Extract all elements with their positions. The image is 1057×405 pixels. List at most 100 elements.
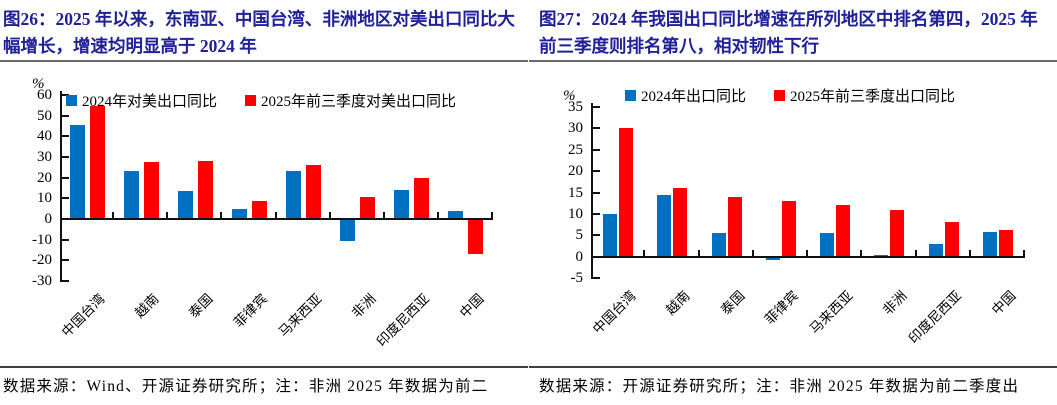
legend-item-2024: 2024年对美出口同比 [66, 90, 217, 111]
x-axis-category-label: 印度尼西亚 [905, 288, 965, 347]
x-axis-category-label: 泰国 [186, 291, 216, 321]
bar-series-2024 [765, 257, 780, 260]
y-axis-tick [593, 234, 600, 237]
x-axis-tick [643, 249, 646, 257]
x-axis-tick [112, 212, 115, 219]
y-axis-tick [62, 197, 69, 200]
figure-26-title: 图26：2025 年以来，东南亚、中国台湾、非洲地区对美出口同比大幅增长，增速均… [0, 0, 528, 62]
y-axis-tick [593, 191, 600, 194]
y-axis-tick-label: 50 [37, 107, 52, 124]
x-axis-category-label: 非洲 [880, 288, 910, 318]
bar-series-2024 [177, 191, 193, 219]
legend-item-label: 2024年出口同比 [641, 89, 747, 105]
y-axis-tick-label: 10 [37, 190, 52, 207]
x-axis-category-label: 菲律宾 [762, 288, 802, 328]
bar-series-2025 [727, 196, 742, 257]
bar-series-2025 [944, 222, 959, 257]
bar-series-2025 [673, 188, 688, 257]
x-axis-tick [751, 249, 754, 257]
legend-item-label: 2025年前三季度对美出口同比 [261, 94, 457, 110]
y-axis-tick [62, 280, 69, 282]
x-axis-tick [328, 212, 331, 219]
y-axis-tick-label: 60 [37, 87, 52, 103]
legend-swatch-icon [774, 90, 786, 101]
bar-series-2024 [820, 233, 835, 257]
bar-series-2024 [711, 233, 726, 257]
x-axis-category-label: 中国台湾 [589, 288, 639, 337]
x-axis-tick [806, 249, 808, 257]
y-axis-line [591, 103, 593, 279]
x-axis-category-label: 马来西亚 [275, 291, 325, 340]
x-axis-category-label: 越南 [663, 288, 693, 318]
x-axis-tick [914, 249, 917, 257]
x-axis-tick [166, 212, 169, 219]
bar-series-2025 [468, 220, 484, 255]
bar-series-2025 [306, 165, 322, 219]
figure-26-source-note: 数据来源：Wind、开源证券研究所；注：非洲 2025 年数据为前二 [0, 366, 528, 396]
bar-series-2024 [928, 243, 943, 257]
x-axis-tick [860, 249, 863, 257]
x-axis-category-label: 非洲 [348, 291, 379, 321]
x-axis-tick [220, 212, 223, 219]
y-axis-tick-label: 30 [568, 120, 583, 137]
legend-item-2024: 2024年出口同比 [625, 85, 746, 106]
y-axis-tick-label: 15 [568, 184, 583, 201]
y-axis-tick [593, 277, 600, 279]
bar-series-2025 [781, 201, 796, 257]
panel-figure-26: 图26：2025 年以来，东南亚、中国台湾、非洲地区对美出口同比大幅增长，增速均… [0, 0, 528, 405]
y-axis-tick [593, 212, 600, 215]
bar-series-2024 [657, 194, 672, 257]
legend-item-2025: 2025年前三季度出口同比 [774, 85, 955, 106]
y-axis-tick-label: 25 [568, 141, 583, 158]
x-axis-category-label: 越南 [132, 291, 162, 321]
legend-item-label: 2024年对美出口同比 [82, 94, 218, 110]
bar-series-2025 [197, 161, 213, 219]
legend-item-label: 2025年前三季度出口同比 [790, 89, 956, 105]
legend-item-2025: 2025年前三季度对美出口同比 [245, 90, 456, 111]
y-axis-tick-label: 20 [37, 169, 52, 186]
y-axis-tick [593, 148, 600, 151]
x-axis-line [591, 255, 1025, 258]
bar-series-2024 [448, 210, 464, 219]
bar-series-2024 [231, 208, 247, 219]
y-axis-tick [593, 127, 600, 130]
bar-series-2025 [89, 106, 105, 219]
bar-series-2024 [982, 231, 997, 257]
y-axis-tick [593, 170, 600, 173]
y-axis-tick-label: 0 [44, 211, 53, 227]
y-axis-tick-label: -10 [32, 231, 52, 248]
bar-series-2025 [414, 177, 430, 219]
bar-series-2024 [286, 171, 302, 219]
chart-legend: 2024年出口同比 2025年前三季度出口同比 [625, 85, 955, 106]
y-axis-tick [62, 156, 69, 158]
y-axis-tick-label: 35 [568, 99, 583, 115]
bar-series-2024 [394, 190, 410, 219]
bar-series-2024 [69, 124, 85, 219]
y-axis-tick [62, 135, 69, 138]
bar-series-2025 [836, 205, 851, 257]
y-axis-tick [62, 94, 69, 96]
figure-27-chart: -5 0 5 10 15 20 25 30 35% 中国台湾 越南 泰国 菲律宾 马来西亚 非洲 印度尼西亚中… [529, 78, 1057, 366]
y-axis-tick-label: 5 [575, 227, 584, 244]
bar-series-2025 [251, 201, 267, 219]
y-axis-tick-label: -5 [570, 270, 584, 286]
y-axis-tick-label: 30 [37, 149, 52, 165]
x-axis-category-label: 印度尼西亚 [374, 291, 433, 350]
legend-swatch-icon [66, 95, 77, 106]
legend-swatch-icon [245, 95, 257, 106]
bar-series-2024 [123, 171, 139, 219]
y-axis-tick-label: 0 [575, 248, 584, 265]
x-axis-category-label: 马来西亚 [806, 288, 856, 337]
y-axis-unit-label: % [32, 76, 45, 92]
bar-series-2024 [340, 220, 356, 241]
bar-series-2025 [619, 128, 634, 257]
x-axis-tick [1023, 249, 1025, 257]
x-axis-tick [436, 212, 439, 219]
y-axis-tick [593, 106, 600, 108]
bar-series-2025 [360, 197, 376, 219]
y-axis-tick [62, 259, 69, 262]
y-axis-tick-label: 40 [37, 128, 52, 145]
figure-26-chart: -30 -20 -10 0 10 20 30 40 50 60% 中国台湾 越南 泰国 菲律宾 马来西亚 非洲… [0, 76, 528, 366]
chart-legend: 2024年对美出口同比 2025年前三季度对美出口同比 [66, 90, 456, 111]
